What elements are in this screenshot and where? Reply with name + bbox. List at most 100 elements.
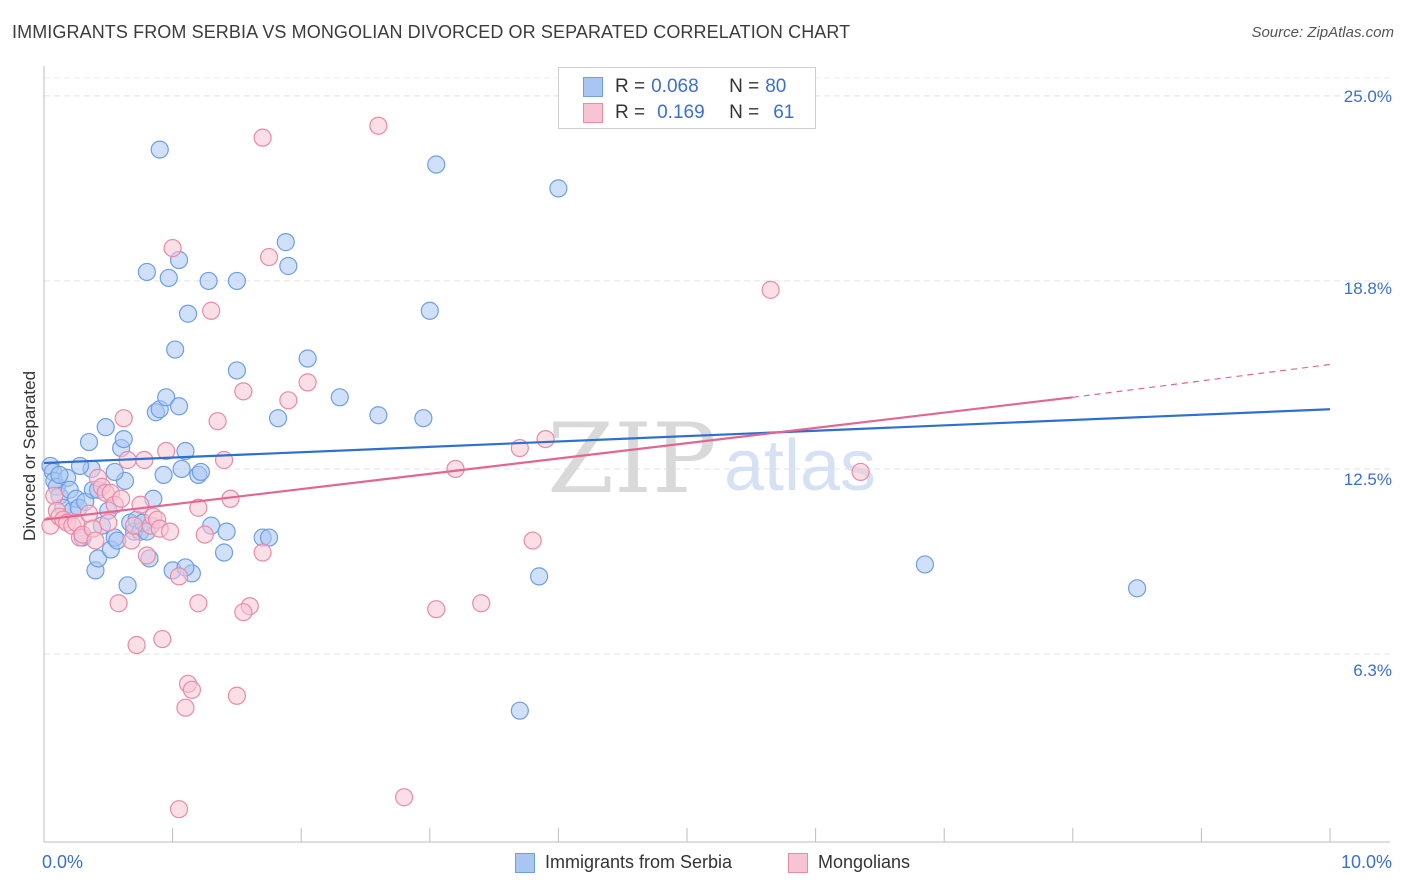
data-point-mongolians bbox=[182, 680, 201, 699]
data-point-serbia bbox=[166, 340, 185, 359]
data-point-mongolians bbox=[202, 301, 221, 320]
data-point-mongolians bbox=[86, 531, 105, 550]
data-point-serbia bbox=[157, 388, 176, 407]
data-point-serbia bbox=[414, 409, 433, 428]
data-point-serbia bbox=[420, 301, 439, 320]
x-tick-label-min: 0.0% bbox=[42, 852, 84, 872]
data-point-mongolians bbox=[169, 800, 189, 819]
series-mongolians-points bbox=[41, 116, 870, 819]
r-label: R = bbox=[615, 76, 646, 97]
data-point-serbia bbox=[227, 271, 246, 291]
data-point-mongolians bbox=[137, 546, 156, 565]
y-tick-label-6-3: 6.3% bbox=[1353, 661, 1392, 680]
data-point-mongolians bbox=[253, 128, 272, 147]
data-point-serbia bbox=[217, 522, 236, 541]
data-point-mongolians bbox=[427, 600, 446, 619]
data-point-mongolians bbox=[253, 543, 272, 562]
legend-row-serbia: R = 0.068 N = 80 bbox=[583, 75, 786, 99]
correlation-legend: R = 0.068 N = 80 R = 0.169 N = 61 bbox=[558, 67, 816, 129]
data-point-mongolians bbox=[112, 489, 131, 508]
data-point-serbia bbox=[96, 418, 115, 437]
data-point-mongolians bbox=[195, 525, 214, 544]
legend-swatch-mongolians bbox=[583, 103, 603, 123]
data-point-mongolians bbox=[298, 373, 317, 392]
n-label: N = bbox=[729, 76, 760, 97]
data-point-serbia bbox=[114, 429, 133, 449]
data-point-serbia bbox=[369, 406, 388, 425]
data-point-mongolians bbox=[189, 594, 208, 613]
trend-line-mongolians bbox=[43, 396, 1073, 521]
data-point-mongolians bbox=[536, 429, 555, 449]
data-point-mongolians bbox=[131, 495, 150, 514]
legend-swatch-serbia bbox=[583, 77, 603, 97]
data-point-serbia bbox=[118, 576, 137, 595]
watermark-atlas: atlas bbox=[724, 426, 876, 506]
data-point-serbia bbox=[276, 233, 295, 252]
data-point-mongolians bbox=[114, 409, 133, 428]
data-point-mongolians bbox=[851, 462, 870, 482]
x-tick-label-max: 10.0% bbox=[1340, 852, 1392, 872]
data-point-serbia bbox=[70, 456, 90, 476]
data-point-serbia bbox=[88, 549, 108, 568]
data-point-mongolians bbox=[227, 686, 246, 705]
data-point-serbia bbox=[427, 155, 446, 174]
r-value: 0.068 bbox=[651, 76, 699, 97]
data-point-serbia bbox=[105, 462, 124, 482]
axes bbox=[43, 66, 1390, 843]
data-point-serbia bbox=[268, 409, 288, 428]
y-tick-label-12-5: 12.5% bbox=[1343, 470, 1392, 489]
legend-swatch-mongolians bbox=[788, 852, 808, 873]
data-point-serbia bbox=[227, 361, 246, 380]
data-point-mongolians bbox=[124, 516, 144, 535]
data-point-mongolians bbox=[472, 594, 491, 613]
watermark-zip: ZIP bbox=[547, 403, 716, 515]
data-point-serbia bbox=[137, 262, 156, 282]
data-point-serbia bbox=[298, 349, 317, 368]
legend-item-serbia: Immigrants from Serbia bbox=[515, 852, 732, 873]
n-value: 61 bbox=[773, 102, 795, 123]
data-point-mongolians bbox=[234, 382, 253, 401]
data-point-serbia bbox=[79, 432, 99, 452]
data-point-mongolians bbox=[157, 441, 176, 461]
data-point-mongolians bbox=[163, 238, 182, 258]
y-tick-label-18-8: 18.8% bbox=[1343, 279, 1392, 298]
data-point-serbia bbox=[1127, 579, 1147, 598]
data-point-serbia bbox=[169, 397, 189, 416]
data-point-mongolians bbox=[109, 594, 128, 613]
data-point-mongolians bbox=[189, 498, 208, 517]
data-point-mongolians bbox=[127, 635, 146, 655]
chart-title: IMMIGRANTS FROM SERBIA VS MONGOLIAN DIVO… bbox=[12, 22, 851, 42]
data-point-mongolians bbox=[761, 280, 780, 299]
legend-label-mongolians: Mongolians bbox=[818, 852, 911, 872]
data-point-mongolians bbox=[214, 450, 234, 470]
legend-swatch-serbia bbox=[515, 852, 535, 873]
data-point-serbia bbox=[214, 543, 234, 562]
data-point-serbia bbox=[154, 465, 173, 485]
data-point-serbia bbox=[150, 140, 169, 159]
data-point-mongolians bbox=[279, 391, 298, 410]
source-label: Source: ZipAtlas.com bbox=[1251, 24, 1394, 41]
data-point-mongolians bbox=[122, 531, 141, 550]
data-point-serbia bbox=[191, 462, 210, 482]
r-value: 0.169 bbox=[657, 102, 705, 123]
data-point-serbia bbox=[176, 441, 195, 461]
data-point-serbia bbox=[159, 268, 178, 288]
data-point-mongolians bbox=[369, 116, 388, 135]
legend-item-mongolians: Mongolians bbox=[788, 852, 910, 873]
grid bbox=[44, 77, 1390, 655]
data-point-serbia bbox=[330, 388, 349, 407]
data-point-mongolians bbox=[259, 247, 279, 267]
trend-line-serbia bbox=[43, 408, 1331, 465]
data-point-serbia bbox=[530, 567, 549, 586]
data-point-mongolians bbox=[45, 486, 64, 505]
data-point-mongolians bbox=[153, 629, 172, 649]
data-point-mongolians bbox=[160, 522, 180, 541]
y-tick-label-25: 25.0% bbox=[1343, 87, 1392, 106]
data-point-mongolians bbox=[234, 603, 253, 622]
legend-label-serbia: Immigrants from Serbia bbox=[545, 852, 733, 872]
trend-lines bbox=[43, 363, 1331, 521]
data-point-serbia bbox=[199, 271, 218, 291]
data-point-serbia bbox=[915, 555, 935, 574]
y-axis-title: Divorced or Separated bbox=[20, 370, 39, 542]
